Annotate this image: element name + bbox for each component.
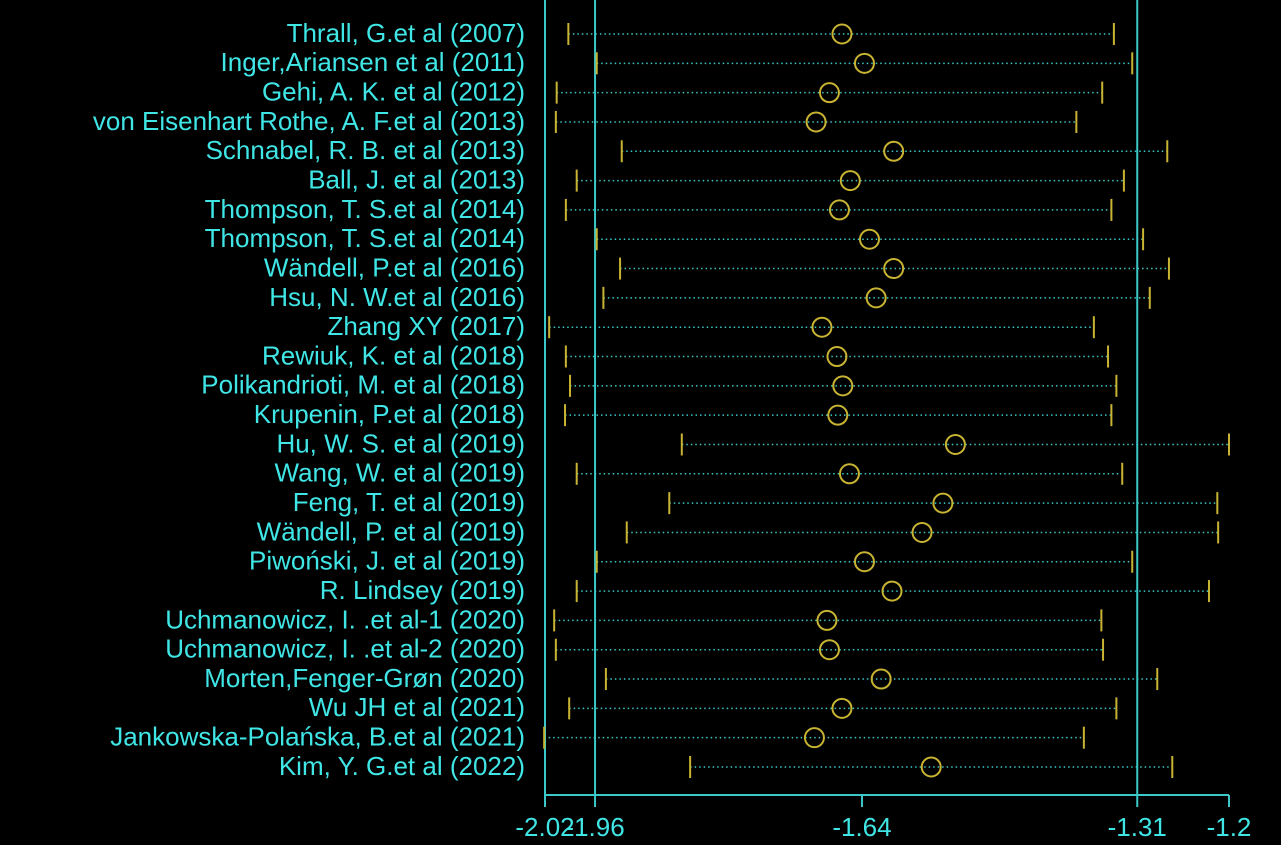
x-tick-label: -1.31 bbox=[1108, 812, 1167, 842]
study-label: Gehi, A. K. et al (2012) bbox=[262, 77, 525, 107]
estimate-marker bbox=[816, 609, 838, 631]
study-label: Uchmanowicz, I. .et al-1 (2020) bbox=[165, 604, 525, 634]
estimate-marker bbox=[858, 228, 880, 250]
x-tick-label: -1.2 bbox=[1207, 812, 1252, 842]
study-label: Piwoński, J. et al (2019) bbox=[249, 546, 525, 576]
estimate-marker bbox=[881, 580, 903, 602]
study-label: R. Lindsey (2019) bbox=[320, 575, 525, 605]
estimate-marker bbox=[839, 170, 861, 192]
estimate-marker bbox=[838, 463, 860, 485]
study-label: Wändell, P. et al (2019) bbox=[257, 516, 525, 546]
study-label: Uchmanowicz, I. .et al-2 (2020) bbox=[165, 634, 525, 664]
x-tick-label: -1.96 bbox=[565, 812, 624, 842]
study-label: Thompson, T. S.et al (2014) bbox=[205, 194, 525, 224]
study-label: Kim, Y. G.et al (2022) bbox=[279, 751, 525, 781]
study-label: Hu, W. S. et al (2019) bbox=[276, 428, 525, 458]
estimate-marker bbox=[865, 287, 887, 309]
estimate-marker bbox=[853, 52, 875, 74]
estimate-marker bbox=[818, 639, 840, 661]
study-label: Thrall, G.et al (2007) bbox=[287, 18, 525, 48]
study-label: Rewiuk, K. et al (2018) bbox=[262, 340, 525, 370]
estimate-marker bbox=[932, 492, 954, 514]
estimate-marker bbox=[832, 375, 854, 397]
estimate-marker bbox=[828, 199, 850, 221]
study-label: Morten,Fenger-Grøn (2020) bbox=[204, 663, 525, 693]
estimate-marker bbox=[818, 82, 840, 104]
x-tick-label: -2.02 bbox=[515, 812, 574, 842]
study-label: von Eisenhart Rothe, A. F.et al (2013) bbox=[93, 106, 525, 136]
estimate-marker bbox=[803, 727, 825, 749]
x-tick-label: -1.64 bbox=[832, 812, 891, 842]
study-label: Jankowska-Polańska, B.et al (2021) bbox=[110, 722, 525, 752]
estimate-marker bbox=[911, 521, 933, 543]
study-label: Krupenin, P.et al (2018) bbox=[254, 399, 525, 429]
estimate-marker bbox=[920, 756, 942, 778]
estimate-marker bbox=[827, 404, 849, 426]
study-label: Zhang XY (2017) bbox=[327, 311, 525, 341]
estimate-marker bbox=[883, 140, 905, 162]
estimate-marker bbox=[811, 316, 833, 338]
study-label: Polikandrioti, M. et al (2018) bbox=[201, 370, 525, 400]
study-label: Wändell, P.et al (2016) bbox=[264, 252, 525, 282]
estimate-marker bbox=[831, 697, 853, 719]
study-label: Feng, T. et al (2019) bbox=[293, 487, 525, 517]
estimate-marker bbox=[831, 23, 853, 45]
estimate-marker bbox=[944, 433, 966, 455]
study-label: Wang, W. et al (2019) bbox=[275, 458, 525, 488]
study-label: Wu JH et al (2021) bbox=[309, 692, 525, 722]
estimate-marker bbox=[870, 668, 892, 690]
study-label: Thompson, T. S.et al (2014) bbox=[205, 223, 525, 253]
study-label: Ball, J. et al (2013) bbox=[308, 164, 525, 194]
estimate-marker bbox=[853, 551, 875, 573]
estimate-marker bbox=[805, 111, 827, 133]
estimate-marker bbox=[883, 258, 905, 280]
study-label: Schnabel, R. B. et al (2013) bbox=[206, 135, 525, 165]
study-label: Hsu, N. W.et al (2016) bbox=[269, 282, 525, 312]
estimate-marker bbox=[826, 346, 848, 368]
study-label: Inger,Ariansen et al (2011) bbox=[221, 47, 525, 77]
